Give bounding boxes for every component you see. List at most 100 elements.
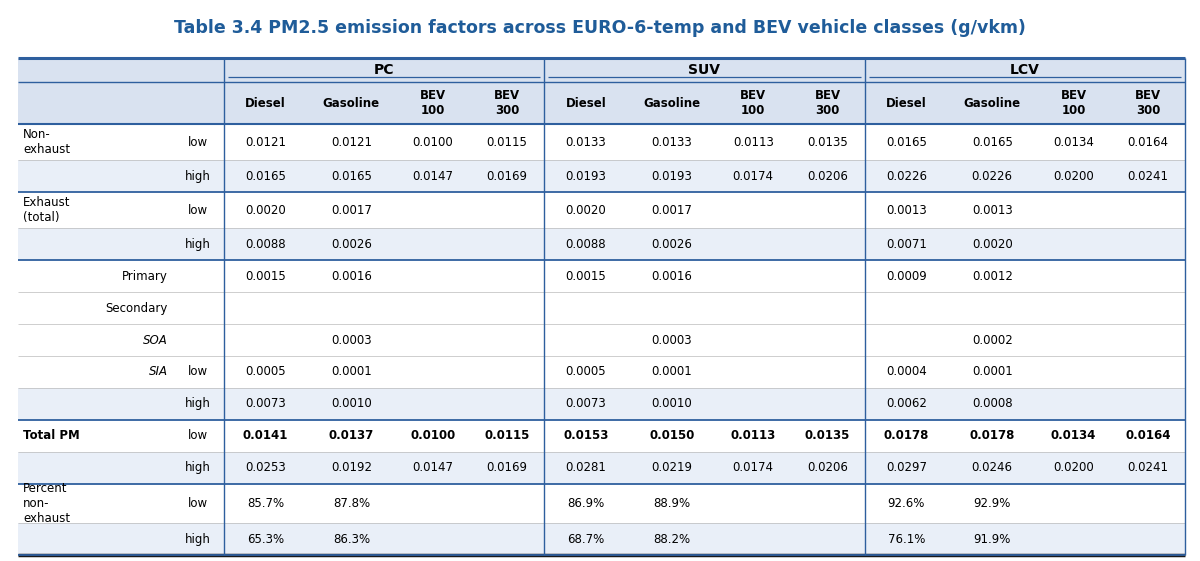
Text: SUV: SUV <box>689 63 720 77</box>
Bar <box>18 192 1186 228</box>
Text: 0.0141: 0.0141 <box>242 429 288 442</box>
Text: 0.0297: 0.0297 <box>886 461 926 474</box>
Text: Table 3.4 PM2.5 emission factors across EURO-6-temp and BEV vehicle classes (g/v: Table 3.4 PM2.5 emission factors across … <box>174 19 1026 37</box>
Bar <box>18 260 1186 292</box>
Bar <box>18 484 1186 523</box>
Text: BEV
100: BEV 100 <box>1061 89 1087 117</box>
Bar <box>18 160 1186 192</box>
Text: 0.0164: 0.0164 <box>1127 136 1169 149</box>
Text: 0.0009: 0.0009 <box>886 270 926 283</box>
Text: 0.0200: 0.0200 <box>1054 461 1094 474</box>
Text: high: high <box>185 397 211 410</box>
Text: 0.0193: 0.0193 <box>652 169 692 183</box>
Bar <box>18 356 1186 388</box>
Text: 85.7%: 85.7% <box>247 497 284 510</box>
Text: 0.0001: 0.0001 <box>652 365 692 379</box>
Text: high: high <box>185 238 211 251</box>
Text: 0.0115: 0.0115 <box>485 429 529 442</box>
Text: SIA: SIA <box>149 365 168 379</box>
Text: 0.0020: 0.0020 <box>972 238 1013 251</box>
Text: 0.0147: 0.0147 <box>413 461 454 474</box>
Text: 0.0137: 0.0137 <box>329 429 374 442</box>
Text: 0.0003: 0.0003 <box>331 334 372 347</box>
Text: Gasoline: Gasoline <box>643 96 701 109</box>
Text: 0.0165: 0.0165 <box>245 169 286 183</box>
Text: 0.0001: 0.0001 <box>972 365 1013 379</box>
Text: 0.0016: 0.0016 <box>331 270 372 283</box>
Text: 0.0165: 0.0165 <box>886 136 926 149</box>
Text: low: low <box>187 497 208 510</box>
Text: 0.0241: 0.0241 <box>1127 169 1169 183</box>
Bar <box>18 124 1186 160</box>
Text: 0.0121: 0.0121 <box>245 136 286 149</box>
Text: 65.3%: 65.3% <box>247 532 284 545</box>
Text: 91.9%: 91.9% <box>973 532 1010 545</box>
Bar <box>18 82 1186 124</box>
Text: BEV
300: BEV 300 <box>815 89 840 117</box>
Text: 0.0165: 0.0165 <box>972 136 1013 149</box>
Text: 0.0193: 0.0193 <box>565 169 606 183</box>
Text: 0.0134: 0.0134 <box>1051 429 1097 442</box>
Text: 0.0100: 0.0100 <box>413 136 454 149</box>
Text: 0.0013: 0.0013 <box>972 204 1013 217</box>
Text: SOA: SOA <box>143 334 168 347</box>
Text: 0.0281: 0.0281 <box>565 461 606 474</box>
Text: 0.0135: 0.0135 <box>808 136 848 149</box>
Text: 0.0165: 0.0165 <box>331 169 372 183</box>
Text: 0.0026: 0.0026 <box>331 238 372 251</box>
Text: 0.0062: 0.0062 <box>886 397 926 410</box>
Bar <box>18 58 1186 82</box>
Text: 0.0121: 0.0121 <box>331 136 372 149</box>
Text: 0.0073: 0.0073 <box>245 397 286 410</box>
Text: 0.0003: 0.0003 <box>652 334 692 347</box>
Text: PC: PC <box>373 63 395 77</box>
Text: Diesel: Diesel <box>886 96 926 109</box>
Bar <box>18 228 1186 260</box>
Text: Gasoline: Gasoline <box>964 96 1021 109</box>
Text: BEV
300: BEV 300 <box>1135 89 1160 117</box>
Text: 0.0219: 0.0219 <box>652 461 692 474</box>
Text: 0.0010: 0.0010 <box>331 397 372 410</box>
Text: 88.9%: 88.9% <box>653 497 690 510</box>
Text: 0.0115: 0.0115 <box>487 136 528 149</box>
Text: 0.0013: 0.0013 <box>886 204 926 217</box>
Text: 0.0010: 0.0010 <box>652 397 692 410</box>
Text: 0.0164: 0.0164 <box>1126 429 1171 442</box>
Text: Diesel: Diesel <box>245 96 286 109</box>
Text: 0.0246: 0.0246 <box>972 461 1013 474</box>
Text: 0.0178: 0.0178 <box>970 429 1015 442</box>
Text: 0.0012: 0.0012 <box>972 270 1013 283</box>
Text: low: low <box>187 136 208 149</box>
Bar <box>18 452 1186 484</box>
Text: 0.0113: 0.0113 <box>731 429 776 442</box>
Text: 0.0015: 0.0015 <box>245 270 286 283</box>
Text: 92.6%: 92.6% <box>888 497 925 510</box>
Text: 0.0192: 0.0192 <box>331 461 372 474</box>
Text: 0.0073: 0.0073 <box>565 397 606 410</box>
Text: 0.0113: 0.0113 <box>733 136 774 149</box>
Text: 0.0071: 0.0071 <box>886 238 926 251</box>
Text: 0.0088: 0.0088 <box>245 238 286 251</box>
Text: 0.0100: 0.0100 <box>410 429 456 442</box>
Text: 0.0017: 0.0017 <box>331 204 372 217</box>
Text: high: high <box>185 532 211 545</box>
Text: 0.0206: 0.0206 <box>808 461 848 474</box>
Text: 0.0017: 0.0017 <box>652 204 692 217</box>
Text: 0.0016: 0.0016 <box>652 270 692 283</box>
Text: 86.3%: 86.3% <box>332 532 370 545</box>
Text: 0.0174: 0.0174 <box>733 169 774 183</box>
Text: BEV
100: BEV 100 <box>420 89 446 117</box>
Text: 0.0153: 0.0153 <box>563 429 608 442</box>
Text: 0.0133: 0.0133 <box>652 136 692 149</box>
Text: Total PM: Total PM <box>23 429 79 442</box>
Text: 0.0020: 0.0020 <box>565 204 606 217</box>
Text: 0.0005: 0.0005 <box>245 365 286 379</box>
Text: 0.0253: 0.0253 <box>245 461 286 474</box>
Text: 0.0020: 0.0020 <box>245 204 286 217</box>
Text: 0.0150: 0.0150 <box>649 429 695 442</box>
Text: 0.0169: 0.0169 <box>486 461 528 474</box>
Text: 86.9%: 86.9% <box>568 497 605 510</box>
Text: 0.0169: 0.0169 <box>486 169 528 183</box>
Text: LCV: LCV <box>1010 63 1039 77</box>
Text: 0.0133: 0.0133 <box>565 136 606 149</box>
